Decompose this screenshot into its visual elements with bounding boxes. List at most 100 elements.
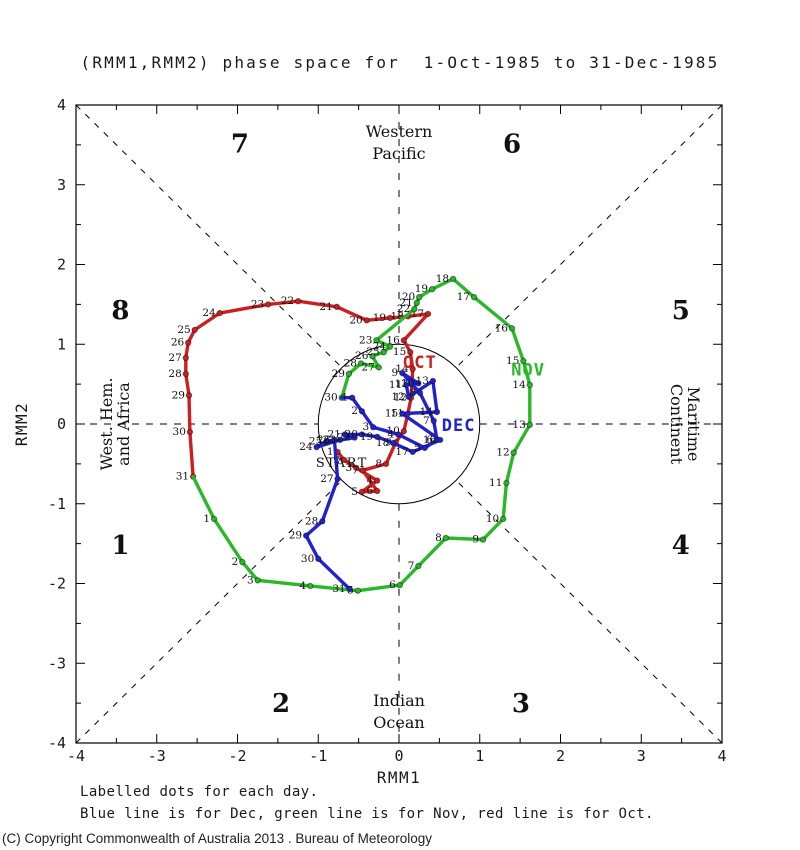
svg-text:8: 8	[409, 387, 416, 399]
svg-text:2: 2	[351, 405, 358, 417]
svg-text:16: 16	[423, 434, 437, 446]
svg-text:21: 21	[399, 297, 412, 309]
svg-text:9: 9	[392, 367, 399, 379]
svg-text:30: 30	[173, 426, 186, 438]
svg-text:0: 0	[57, 415, 66, 433]
svg-text:-1: -1	[309, 747, 327, 765]
svg-text:1: 1	[475, 747, 484, 765]
svg-text:31: 31	[176, 471, 189, 483]
dec-month-tag: DEC	[442, 416, 476, 436]
svg-text:15: 15	[385, 408, 398, 420]
unit-circle	[317, 343, 481, 505]
svg-text:11: 11	[391, 408, 404, 420]
dec-day-labels: 1234567891011121314151617181920212223242…	[289, 367, 437, 595]
svg-text:6: 6	[503, 129, 521, 159]
svg-text:25: 25	[177, 324, 190, 336]
svg-text:27: 27	[168, 352, 181, 364]
dec-day-dots	[302, 369, 444, 593]
svg-text:Maritime: Maritime	[684, 387, 703, 462]
svg-text:-4: -4	[67, 747, 85, 765]
svg-text:1: 1	[57, 335, 66, 353]
svg-text:3: 3	[637, 747, 646, 765]
svg-text:0: 0	[394, 747, 403, 765]
x-axis-label: RMM1	[377, 768, 422, 787]
svg-text:1: 1	[111, 531, 129, 561]
svg-text:-3: -3	[148, 747, 166, 765]
svg-text:22: 22	[337, 432, 350, 444]
svg-text:22: 22	[397, 303, 410, 315]
svg-text:29: 29	[332, 368, 345, 380]
svg-text:19: 19	[360, 431, 373, 443]
svg-text:13: 13	[416, 375, 429, 387]
axis-titles: RMM1 RMM2	[12, 402, 422, 787]
svg-text:12: 12	[391, 391, 404, 403]
svg-text:8: 8	[111, 296, 129, 326]
svg-text:30: 30	[301, 553, 314, 565]
svg-text:17: 17	[457, 291, 470, 303]
svg-text:15: 15	[506, 355, 519, 367]
nov-day-dots	[210, 275, 533, 594]
svg-text:13: 13	[395, 378, 408, 390]
footnote-dots: Labelled dots for each day.	[80, 784, 319, 800]
svg-text:28: 28	[344, 357, 357, 369]
svg-text:3: 3	[57, 176, 66, 194]
svg-text:4: 4	[367, 475, 374, 487]
svg-text:18: 18	[376, 437, 389, 449]
svg-text:and Africa: and Africa	[114, 382, 133, 466]
svg-text:2: 2	[57, 256, 66, 274]
svg-text:7: 7	[423, 415, 430, 427]
svg-text:20: 20	[345, 428, 358, 440]
svg-text:8: 8	[435, 532, 442, 544]
svg-text:3: 3	[363, 421, 370, 433]
svg-text:20: 20	[349, 314, 362, 326]
svg-text:16: 16	[386, 334, 400, 346]
svg-text:3: 3	[247, 574, 254, 586]
y-axis-label: RMM2	[12, 402, 31, 447]
svg-text:5: 5	[414, 442, 421, 454]
svg-text:23: 23	[323, 434, 336, 446]
svg-text:24: 24	[299, 441, 313, 453]
svg-text:23: 23	[359, 334, 372, 346]
svg-text:2: 2	[232, 556, 239, 568]
svg-text:30: 30	[324, 392, 337, 404]
svg-text:21: 21	[328, 428, 341, 440]
svg-text:16: 16	[495, 322, 509, 334]
svg-text:14: 14	[420, 406, 434, 418]
svg-text:10: 10	[486, 513, 499, 525]
svg-text:2: 2	[272, 689, 290, 719]
svg-text:28: 28	[168, 368, 181, 380]
svg-text:West. Hem.: West. Hem.	[97, 377, 116, 470]
svg-text:17: 17	[395, 446, 408, 458]
svg-text:27: 27	[361, 361, 374, 373]
svg-text:27: 27	[320, 473, 333, 485]
svg-text:24: 24	[373, 341, 387, 353]
svg-text:6: 6	[389, 579, 396, 591]
trajectory-dec: 1234567891011121314151617181920212223242…	[289, 367, 476, 595]
svg-text:4: 4	[717, 747, 726, 765]
svg-text:1: 1	[203, 513, 210, 525]
svg-text:-2: -2	[228, 747, 246, 765]
svg-text:28: 28	[305, 515, 318, 527]
oct-month-tag: OCT	[403, 353, 437, 373]
svg-text:4: 4	[672, 531, 690, 561]
svg-text:3: 3	[512, 689, 530, 719]
svg-text:5: 5	[672, 296, 690, 326]
phase-divider-lines	[75, 104, 723, 744]
svg-text:12: 12	[394, 392, 407, 404]
svg-text:-3: -3	[48, 654, 66, 672]
svg-text:6: 6	[367, 485, 374, 497]
svg-text:Indian: Indian	[373, 691, 425, 710]
svg-text:14: 14	[512, 379, 526, 391]
svg-text:29: 29	[172, 389, 185, 401]
axis-ticks	[75, 104, 723, 744]
svg-text:6: 6	[426, 434, 433, 446]
svg-text:13: 13	[512, 419, 525, 431]
svg-text:Western: Western	[366, 122, 433, 141]
svg-text:Continent: Continent	[667, 384, 686, 465]
svg-text:11: 11	[389, 379, 402, 391]
svg-text:-4: -4	[48, 734, 66, 752]
region-labels: Western Pacific Indian Ocean West. Hem.and A…	[97, 122, 703, 732]
svg-text:8: 8	[375, 458, 382, 470]
